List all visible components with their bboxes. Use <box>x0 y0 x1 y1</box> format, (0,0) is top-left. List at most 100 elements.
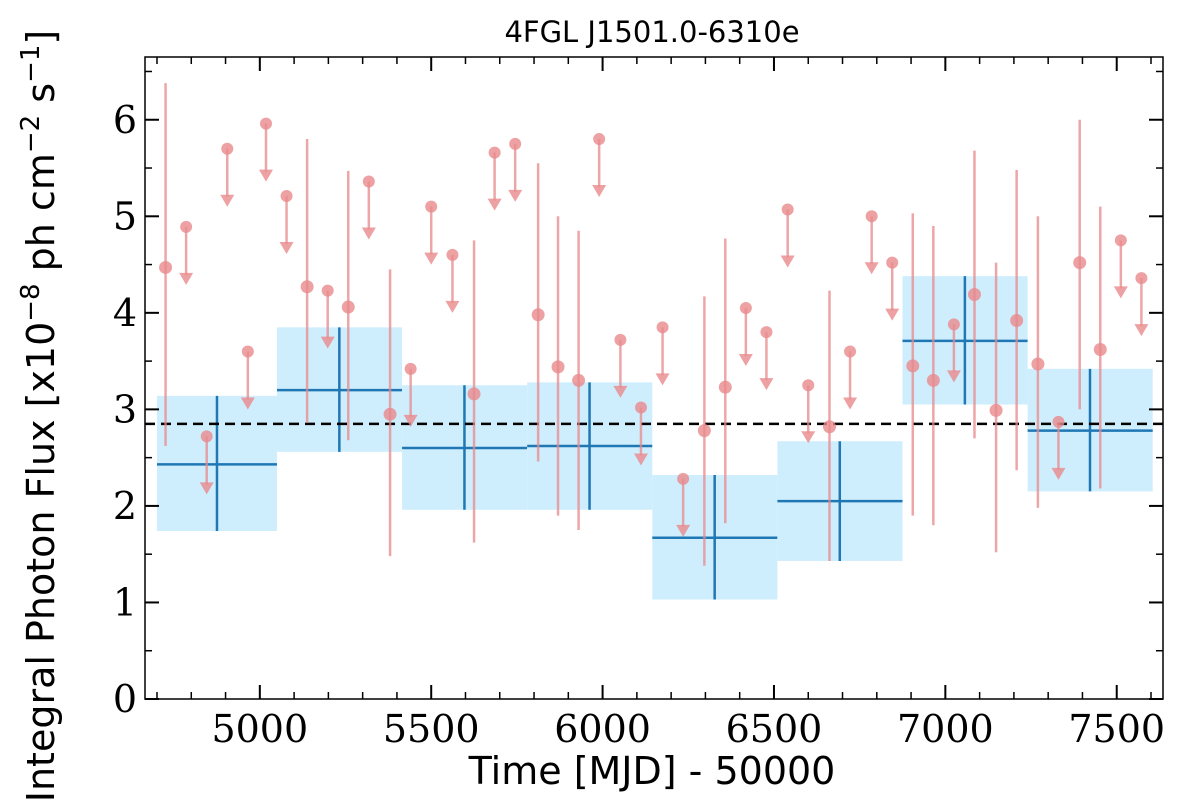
x-tick-label-5500: 5500 <box>383 707 480 751</box>
x-tick-label-7000: 7000 <box>897 707 994 751</box>
y-axis-title-exponent-2: −2 <box>16 115 46 153</box>
y-tick-label-3: 3 <box>113 387 137 431</box>
upper-limit-arrow-27 <box>1113 286 1128 299</box>
upper-limit-point-11 <box>488 146 501 159</box>
upper-limit-point-9 <box>425 200 438 213</box>
upper-limit-point-13 <box>593 133 606 146</box>
upper-limit-arrow-18 <box>738 354 753 367</box>
upper-limit-point-3 <box>241 345 254 358</box>
upper-limit-arrow-12 <box>508 189 523 202</box>
detection-point-3 <box>383 407 397 421</box>
plot-frame <box>144 56 1164 700</box>
detection-point-2 <box>341 300 355 314</box>
detection-point-4 <box>467 387 481 401</box>
upper-limit-arrow-6 <box>320 336 335 349</box>
upper-limit-arrow-3 <box>240 397 255 410</box>
upper-limit-arrow-10 <box>445 300 460 313</box>
detection-point-18 <box>1093 343 1107 357</box>
upper-limit-point-23 <box>865 210 878 223</box>
upper-limit-point-15 <box>634 401 647 414</box>
upper-limit-point-27 <box>1114 234 1127 247</box>
x-tick-label-5000: 5000 <box>211 707 308 751</box>
upper-limit-point-22 <box>844 345 857 358</box>
upper-limit-arrow-4 <box>258 169 273 182</box>
upper-limit-point-17 <box>677 472 690 485</box>
detection-point-15 <box>1010 314 1024 328</box>
upper-limit-point-20 <box>781 203 794 216</box>
detection-point-5 <box>531 308 545 322</box>
upper-limit-arrow-25 <box>946 370 961 383</box>
detection-point-17 <box>1073 256 1087 270</box>
chart-title: 4FGL J1501.0-6310e <box>504 15 799 49</box>
upper-limit-point-16 <box>656 321 669 334</box>
upper-limit-arrow-11 <box>487 198 502 211</box>
upper-limit-point-21 <box>802 379 815 392</box>
upper-limit-arrow-15 <box>633 453 648 466</box>
y-tick-label-5: 5 <box>113 194 137 238</box>
upper-limit-arrow-16 <box>655 373 670 386</box>
y-tick-label-4: 4 <box>113 291 137 335</box>
upper-limit-point-1 <box>200 430 213 443</box>
detection-point-9 <box>718 380 732 394</box>
x-axis-title: Time [MJD] - 50000 <box>468 749 836 793</box>
upper-limit-point-5 <box>280 190 293 203</box>
x-tick-label-6500: 6500 <box>726 707 823 751</box>
fine-flux-layer <box>159 83 1149 566</box>
upper-limit-point-19 <box>760 326 773 339</box>
upper-limit-point-0 <box>180 220 193 233</box>
x-tick-label-7500: 7500 <box>1068 707 1165 751</box>
upper-limit-arrow-9 <box>424 252 439 265</box>
y-axis-title-exponent-3: −1 <box>16 45 46 83</box>
detection-point-6 <box>551 360 565 374</box>
upper-limit-point-10 <box>446 248 459 261</box>
detection-point-12 <box>926 373 940 387</box>
detection-point-1 <box>300 280 314 294</box>
upper-limit-arrow-5 <box>279 242 294 255</box>
upper-limit-point-26 <box>1052 415 1065 428</box>
y-tick-label-2: 2 <box>113 484 137 528</box>
detection-point-16 <box>1031 357 1045 371</box>
y-tick-label-6: 6 <box>113 98 137 142</box>
tick-labels: 5000 5500 6000 6500 7000 7500 0 1 2 3 4 5 6 <box>113 98 1165 751</box>
detection-point-14 <box>989 403 1003 417</box>
detection-point-10 <box>822 420 836 434</box>
upper-limit-point-6 <box>321 284 334 297</box>
y-tick-label-0: 0 <box>113 677 137 721</box>
plot-border <box>144 56 1164 700</box>
detection-point-8 <box>697 424 711 438</box>
y-axis-title-unit-cm: ph cm <box>19 153 63 283</box>
upper-limit-point-4 <box>259 117 272 130</box>
upper-limit-arrow-0 <box>179 272 194 285</box>
svg-text:Integral Photon Flux [x10−8 ph: Integral Photon Flux [x10−8 ph cm−2 s−1] <box>16 30 63 800</box>
upper-limit-arrow-1 <box>199 482 214 495</box>
y-axis-title: Integral Photon Flux [x10−8 ph cm−2 s−1] <box>16 30 63 800</box>
upper-limit-arrow-24 <box>885 308 900 321</box>
upper-limit-point-14 <box>614 333 627 346</box>
upper-limit-point-8 <box>404 362 417 375</box>
upper-limit-point-24 <box>886 256 899 269</box>
upper-limit-point-28 <box>1135 272 1148 285</box>
y-axis-title-close: ] <box>19 30 63 45</box>
upper-limit-arrow-8 <box>403 414 418 427</box>
upper-limit-arrow-19 <box>759 378 774 391</box>
upper-limit-point-25 <box>947 318 960 331</box>
detection-point-11 <box>906 359 920 373</box>
detection-point-0 <box>159 260 173 274</box>
upper-limit-point-7 <box>362 175 375 188</box>
upper-limit-arrow-28 <box>1134 324 1149 337</box>
upper-limit-arrow-26 <box>1051 467 1066 480</box>
y-axis-title-unit-s: s <box>19 83 63 115</box>
x-tick-label-6000: 6000 <box>554 707 651 751</box>
upper-limit-arrow-17 <box>676 524 691 537</box>
detection-point-7 <box>572 373 586 387</box>
upper-limit-point-12 <box>509 137 522 150</box>
upper-limit-arrow-2 <box>220 194 235 207</box>
upper-limit-arrow-20 <box>780 255 795 268</box>
upper-limit-point-18 <box>739 302 752 315</box>
upper-limit-arrow-22 <box>843 397 858 410</box>
y-axis-title-exponent-1: −8 <box>16 283 46 321</box>
y-axis-title-main: Integral Photon Flux [x10 <box>19 322 63 800</box>
y-tick-label-1: 1 <box>113 580 137 624</box>
binned-flux-layer <box>156 276 1153 600</box>
